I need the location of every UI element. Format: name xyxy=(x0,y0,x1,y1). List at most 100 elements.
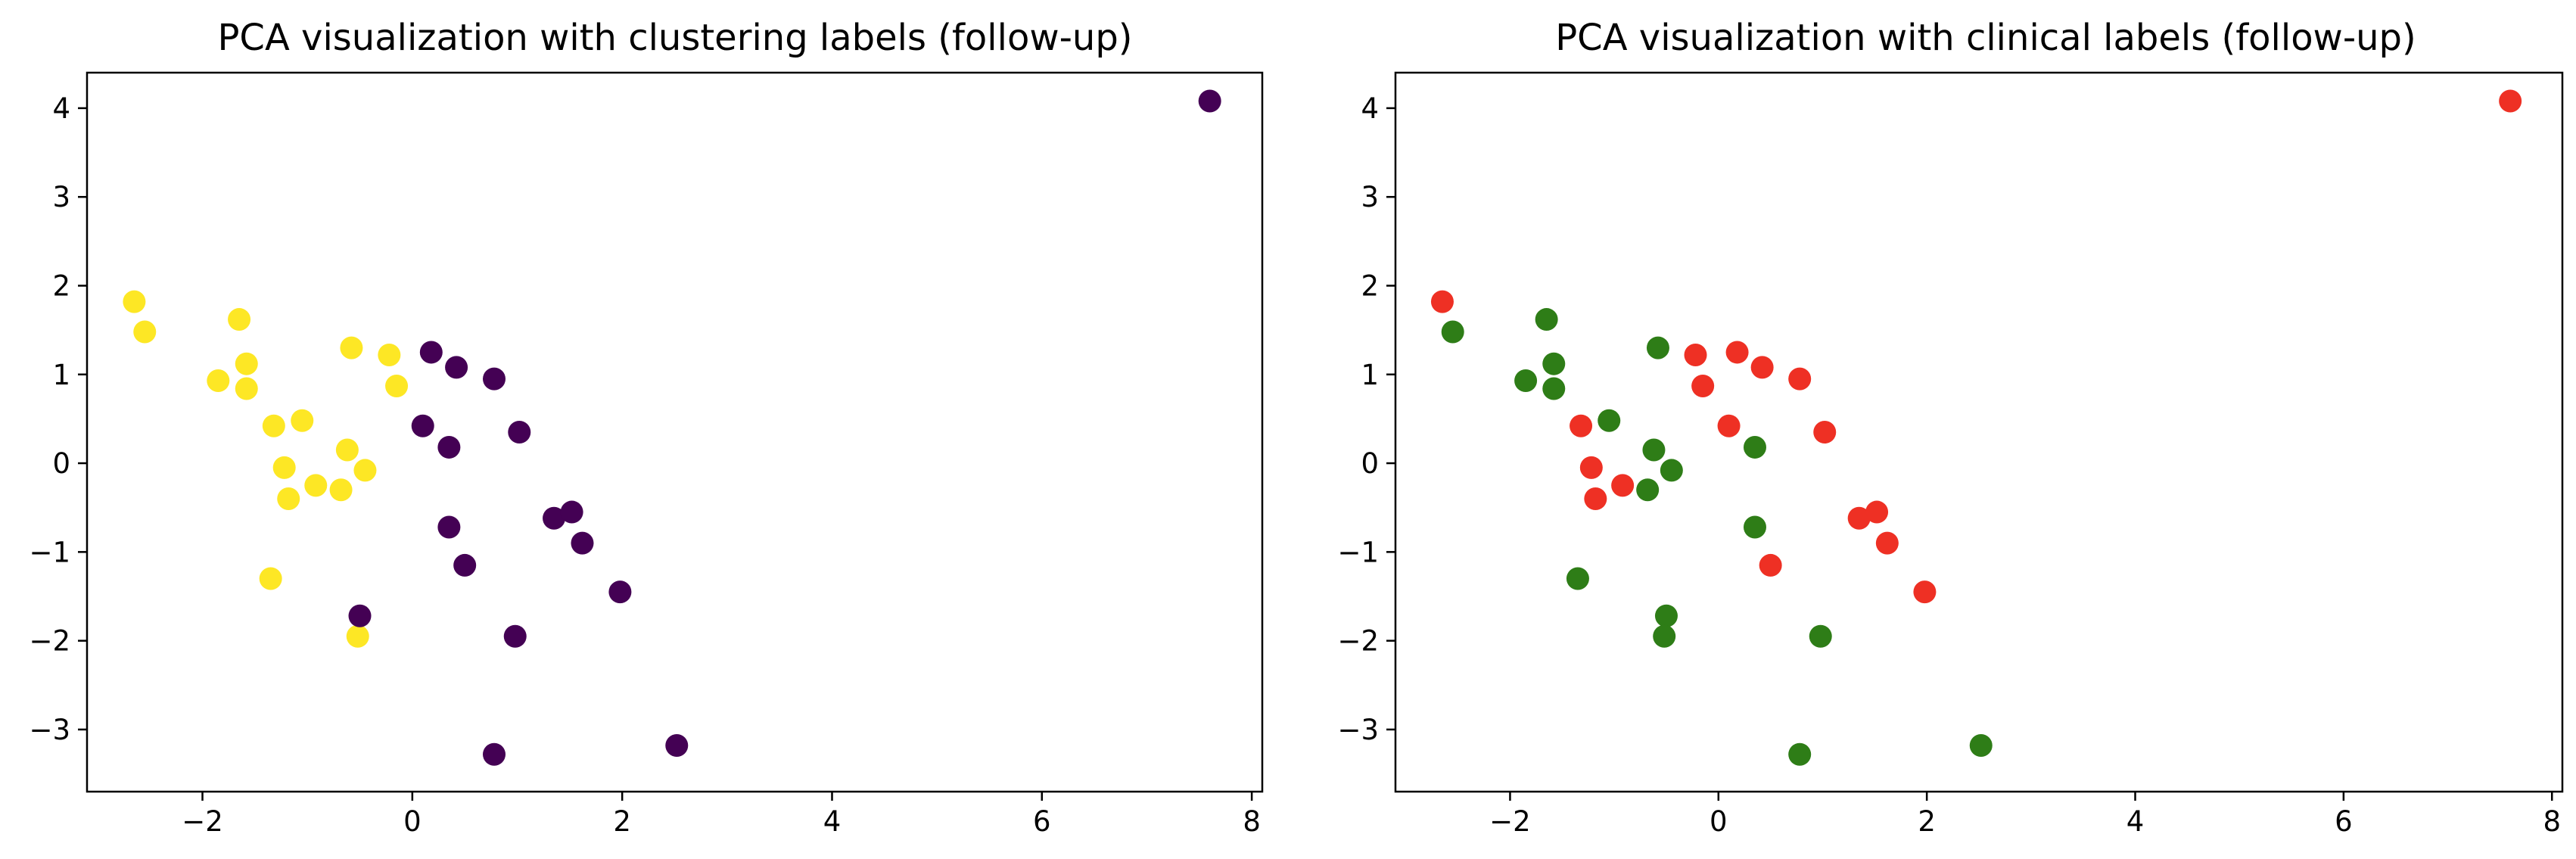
clustering-scatter-point xyxy=(543,506,566,530)
clustering-scatter-point xyxy=(483,742,506,766)
clinical-y-tick-label: −2 xyxy=(1337,625,1379,658)
clinical-scatter-point xyxy=(1813,421,1837,444)
clinical-scatter-point xyxy=(1535,308,1558,331)
clinical-y-tick-label: 2 xyxy=(1361,269,1379,302)
clinical-scatter-point xyxy=(1743,435,1766,459)
clustering-x-tick-label: 6 xyxy=(1033,805,1051,838)
clustering-scatter-point xyxy=(335,438,359,462)
clustering-scatter-point xyxy=(378,343,401,366)
clustering-scatter-point xyxy=(291,409,314,432)
clustering-scatter-point xyxy=(437,515,461,539)
clinical-x-tick-label: 6 xyxy=(2335,805,2353,838)
clustering-scatter-point xyxy=(508,421,531,444)
clinical-scatter-point xyxy=(1743,515,1766,539)
clustering-axes-frame xyxy=(86,71,1264,793)
clinical-y-tick-label: 4 xyxy=(1361,92,1379,125)
clustering-scatter-point xyxy=(259,567,282,590)
clinical-scatter-point xyxy=(1542,352,1566,375)
clinical-scatter-point xyxy=(1865,500,1889,524)
clustering-scatter-point xyxy=(235,377,258,400)
clinical-scatter-point xyxy=(1759,553,1782,577)
clinical-scatter-point xyxy=(1611,474,1635,497)
clustering-scatter-point xyxy=(1198,89,1221,113)
clinical-scatter-point xyxy=(1579,456,1603,479)
clinical-scatter-point xyxy=(1570,414,1593,437)
clustering-scatter-point xyxy=(571,531,594,555)
clustering-scatter-point xyxy=(385,375,409,398)
clinical-x-tick-label: −2 xyxy=(1489,805,1531,838)
clinical-y-tick-label: −1 xyxy=(1337,536,1379,568)
clustering-x-tick-label: −2 xyxy=(182,805,223,838)
clinical-scatter-point xyxy=(1788,742,1812,766)
clinical-scatter-point xyxy=(1847,506,1871,530)
clustering-scatter-point xyxy=(419,341,443,364)
clustering-scatter-point xyxy=(453,553,477,577)
clustering-chart-title: PCA visualization with clustering labels… xyxy=(217,17,1132,59)
clustering-y-tick-label: −3 xyxy=(29,714,70,746)
clinical-scatter-point xyxy=(1653,624,1676,648)
clustering-scatter-point xyxy=(228,308,251,331)
clustering-scatter-point xyxy=(483,367,506,391)
clinical-scatter-point xyxy=(1691,375,1715,398)
clinical-y-tick-label: 0 xyxy=(1361,447,1379,480)
clustering-scatter-point xyxy=(665,734,689,758)
clinical-x-tick-label: 4 xyxy=(2126,805,2145,838)
clinical-scatter-point xyxy=(1542,377,1566,400)
clinical-scatter-point xyxy=(1584,487,1607,510)
clustering-y-tick-label: 4 xyxy=(52,92,70,125)
clustering-scatter-point xyxy=(262,414,285,437)
clustering-ticks: −2 0 2 4 6 8 −3 −2 −1 0 1 2 3 4 xyxy=(29,92,1260,838)
clinical-scatter-point xyxy=(1642,438,1666,462)
clustering-y-tick-label: 1 xyxy=(52,359,70,391)
clinical-scatter-point xyxy=(1809,624,1832,648)
clinical-scatter-point xyxy=(1566,567,1589,590)
clustering-scatter-point xyxy=(272,456,296,479)
clustering-y-tick-label: −1 xyxy=(29,536,70,568)
clinical-scatter-point xyxy=(1646,336,1669,359)
clinical-x-tick-label: 8 xyxy=(2543,805,2561,838)
clinical-scatter-point xyxy=(1875,531,1899,555)
clinical-scatter-point xyxy=(1717,414,1741,437)
clustering-scatter-point xyxy=(207,369,230,392)
clustering-scatter-point xyxy=(123,290,146,313)
clinical-scatter-point xyxy=(1654,604,1678,627)
clinical-scatter-point xyxy=(1660,459,1683,482)
clustering-scatter-point xyxy=(560,500,583,524)
clustering-scatter-point xyxy=(340,336,363,359)
clustering-scatter-point xyxy=(346,624,369,648)
clinical-scatter-point xyxy=(1725,341,1749,364)
clustering-scatter-point xyxy=(503,624,527,648)
clinical-scatter-point xyxy=(1750,356,1774,379)
clinical-scatter-point xyxy=(1514,369,1538,392)
clinical-ticks: −2 0 2 4 6 8 −3 −2 −1 0 1 2 3 4 xyxy=(1337,92,2561,838)
clustering-y-tick-label: 0 xyxy=(52,447,70,480)
clustering-labels-panel: PCA visualization with clustering labels… xyxy=(29,17,1264,838)
clinical-y-tick-label: −3 xyxy=(1337,714,1379,746)
clinical-scatter-point xyxy=(1788,367,1812,391)
clinical-chart-title: PCA visualization with clinical labels (… xyxy=(1555,17,2416,59)
clustering-scatter-point xyxy=(608,580,632,604)
clustering-y-tick-label: 2 xyxy=(52,269,70,302)
clustering-y-tick-label: −2 xyxy=(29,625,70,658)
clinical-scatter-point xyxy=(1430,290,1454,313)
clustering-scatter-point xyxy=(348,604,372,627)
clinical-labels-panel: PCA visualization with clinical labels (… xyxy=(1337,17,2564,838)
clustering-scatter-point xyxy=(277,487,300,510)
clinical-scatter-point xyxy=(1684,343,1707,366)
clinical-points xyxy=(1430,89,2522,766)
clustering-scatter-point xyxy=(445,356,468,379)
clustering-x-tick-label: 8 xyxy=(1243,805,1261,838)
clinical-scatter-point xyxy=(1969,734,1993,758)
clustering-scatter-point xyxy=(133,320,157,344)
clustering-scatter-point xyxy=(235,352,258,375)
clinical-y-tick-label: 3 xyxy=(1361,181,1379,213)
clustering-y-tick-label: 3 xyxy=(52,181,70,213)
clustering-scatter-point xyxy=(411,414,434,437)
clustering-scatter-point xyxy=(304,474,328,497)
clustering-x-tick-label: 4 xyxy=(823,805,842,838)
clustering-scatter-point xyxy=(329,478,353,502)
clinical-x-tick-label: 0 xyxy=(1710,805,1728,838)
clinical-scatter-point xyxy=(1598,409,1621,432)
clustering-x-tick-label: 2 xyxy=(613,805,631,838)
